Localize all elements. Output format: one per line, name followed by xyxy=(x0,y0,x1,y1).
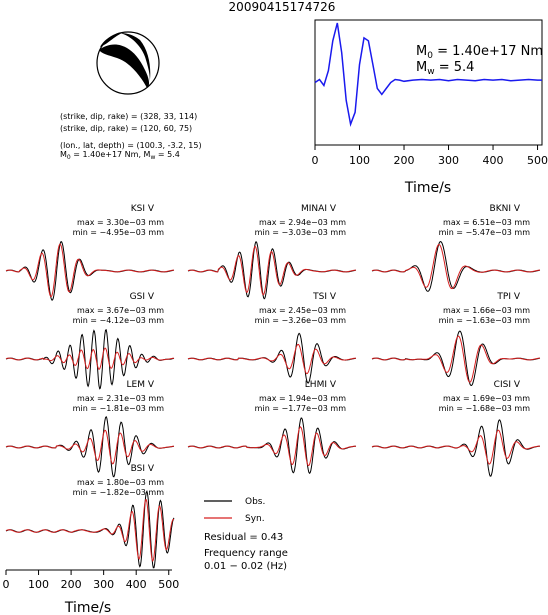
bottom-tick-label: 300 xyxy=(93,578,114,591)
station-max: max = 2.31e−03 mm xyxy=(77,394,164,403)
obs-trace xyxy=(371,241,541,292)
station-min: min = −1.63e−03 mm xyxy=(439,316,531,325)
bottom-tick-label: 500 xyxy=(158,578,179,591)
station-name: GSI V xyxy=(130,292,155,302)
legend: Obs. Syn. Residual = 0.43 Frequency rang… xyxy=(204,497,288,572)
obs-trace xyxy=(187,417,357,475)
station-min: min = −3.26e−03 mm xyxy=(255,316,347,325)
stf-tick-label: 400 xyxy=(483,154,504,167)
station-min: min = −1.68e−03 mm xyxy=(439,404,531,413)
stf-xlabel: Time/s xyxy=(404,180,451,196)
frequency-range-label: Frequency range xyxy=(204,548,288,559)
station-name: TPI V xyxy=(496,292,520,302)
station-min: min = −5.47e−03 mm xyxy=(439,228,531,237)
station-max: max = 2.45e−03 mm xyxy=(259,306,346,315)
station-name: LEM V xyxy=(127,380,155,390)
station-min: min = −3.03e−03 mm xyxy=(255,228,347,237)
figure-title: 20090415174726 xyxy=(229,0,336,14)
station-name: BSI V xyxy=(131,464,155,474)
syn-trace xyxy=(5,429,174,465)
bottom-xlabel: Time/s xyxy=(64,600,111,615)
stf-mw-label: Mw = 5.4 xyxy=(416,60,474,77)
syn-trace xyxy=(371,429,540,465)
station-min: min = −1.82e−03 mm xyxy=(73,488,165,497)
stf-m0-label: M0 = 1.40e+17 Nm xyxy=(416,44,543,61)
stf-plot: 0 100 200 300 400 500 Time/s M0 = 1.40e+17 Nm… xyxy=(312,19,548,196)
station-max: max = 6.51e−03 mm xyxy=(443,218,530,227)
nodal-plane-2: (strike, dip, rake) = (120, 60, 75) xyxy=(60,124,192,133)
source-location: (lon., lat, depth) = (100.3, -3.2, 15) xyxy=(60,141,202,150)
syn-trace xyxy=(371,335,540,383)
focal-mechanism-beachball xyxy=(96,31,160,95)
station-name: TSI V xyxy=(312,292,337,302)
station-max: max = 3.67e−03 mm xyxy=(77,306,164,315)
syn-trace xyxy=(371,243,540,290)
syn-trace xyxy=(5,499,175,563)
frequency-range-value: 0.01 − 0.02 (Hz) xyxy=(204,561,287,572)
station-max: max = 2.94e−03 mm xyxy=(259,218,346,227)
syn-trace xyxy=(187,426,356,466)
syn-trace xyxy=(187,245,356,296)
bottom-tick-label: 100 xyxy=(28,578,49,591)
syn-trace xyxy=(5,347,175,370)
station-max: max = 3.30e−03 mm xyxy=(77,218,164,227)
stf-tick-label: 300 xyxy=(438,154,459,167)
station-min: min = −1.77e−03 mm xyxy=(255,404,347,413)
legend-syn-label: Syn. xyxy=(245,514,265,524)
station-name: KSI V xyxy=(131,204,155,214)
bottom-tick-label: 0 xyxy=(3,578,10,591)
station-min: min = −1.81e−03 mm xyxy=(73,404,165,413)
bottom-axis: 0 100 200 300 400 500 Time/s xyxy=(3,569,179,615)
station-max: max = 1.66e−03 mm xyxy=(443,306,530,315)
stf-frame xyxy=(314,19,543,146)
moment-summary: M0 = 1.40e+17 Nm, Mw = 5.4 xyxy=(60,150,180,161)
station-name: CISI V xyxy=(494,380,521,390)
station-min: min = −4.95e−03 mm xyxy=(73,228,165,237)
station-name: BKNI V xyxy=(490,204,521,214)
legend-obs-label: Obs. xyxy=(245,497,265,507)
stf-tick-label: 0 xyxy=(312,154,319,167)
station-max: max = 1.80e−03 mm xyxy=(77,478,164,487)
stf-line xyxy=(314,22,542,127)
stf-tick-label: 500 xyxy=(527,154,548,167)
nodal-plane-1: (strike, dip, rake) = (328, 33, 114) xyxy=(60,112,197,121)
bottom-tick-label: 400 xyxy=(126,578,147,591)
syn-trace xyxy=(5,243,174,298)
stf-tick-label: 100 xyxy=(349,154,370,167)
station-name: MINAI V xyxy=(301,204,337,214)
station-max: max = 1.69e−03 mm xyxy=(443,394,530,403)
stf-tick-label: 200 xyxy=(394,154,415,167)
syn-trace xyxy=(187,343,356,375)
station-max: max = 1.94e−03 mm xyxy=(259,394,346,403)
station-name: LHMI V xyxy=(305,380,337,390)
station-min: min = −4.12e−03 mm xyxy=(73,316,165,325)
mechanism-parameters: (strike, dip, rake) = (328, 33, 114) (st… xyxy=(60,112,202,161)
residual-text: Residual = 0.43 xyxy=(204,532,283,543)
bottom-tick-label: 200 xyxy=(61,578,82,591)
